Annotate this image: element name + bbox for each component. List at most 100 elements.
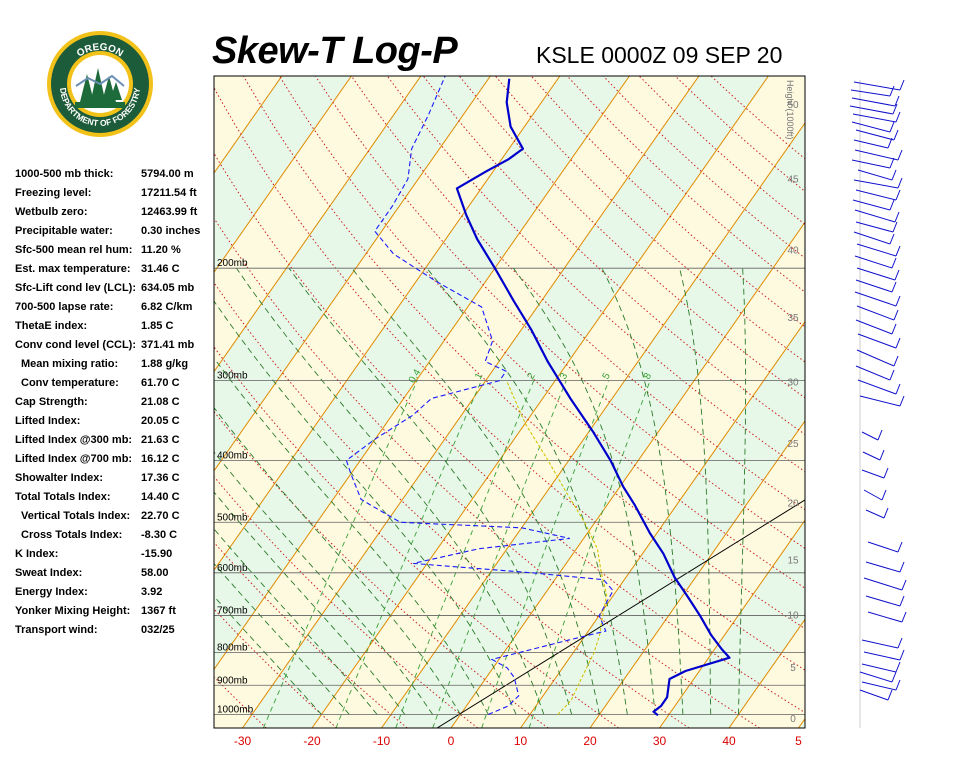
- isotherm-line: [520, 320, 805, 728]
- wind-barb-flag: [895, 245, 901, 257]
- index-row: 1000-500 mb thick: 5794.00 m: [15, 168, 215, 187]
- wind-barb: [861, 469, 885, 479]
- wind-barb-flag: [901, 579, 907, 591]
- reference-line: [436, 499, 805, 728]
- wind-barb-flag: [895, 337, 901, 349]
- dewpoint-line: [345, 76, 614, 716]
- isotherm-line: [214, 76, 630, 671]
- wind-barb-flag: [897, 637, 903, 649]
- index-label: Cross Totals Index:: [21, 529, 123, 541]
- pressure-label: 1000mb: [217, 704, 254, 715]
- index-value: 21.08 C: [141, 396, 180, 408]
- wind-barb-flag: [889, 369, 895, 381]
- index-row: Mean mixing ratio: 1.88 g/kg: [15, 358, 215, 377]
- index-row: Transport wind: 032/25: [15, 624, 215, 643]
- wind-barb-flag: [889, 157, 895, 169]
- height-tick-label: 35: [787, 313, 799, 324]
- index-row: Sweat Index: 58.00: [15, 567, 215, 586]
- wind-barb: [865, 595, 901, 607]
- isotherm-band: [242, 76, 769, 728]
- index-value: 1.88 g/kg: [141, 358, 189, 370]
- wind-barb: [854, 291, 897, 307]
- logo-trees: [75, 68, 125, 108]
- wind-barb: [856, 305, 895, 321]
- index-label: Total Totals Index:: [15, 491, 111, 503]
- pressure-label: 200mb: [217, 258, 248, 269]
- pressure-label: 600mb: [217, 563, 248, 574]
- wind-barb: [853, 81, 901, 91]
- dry-adiabat: [242, 76, 805, 630]
- wind-barb: [853, 139, 889, 149]
- wind-barb-flag: [901, 611, 907, 623]
- isotherm-line: [242, 76, 700, 728]
- wind-barb: [861, 681, 897, 691]
- wind-barb-flag: [891, 671, 897, 683]
- index-label: Lifted Index @700 mb:: [15, 453, 133, 465]
- index-value: 22.70 C: [141, 510, 180, 522]
- isotherm-band: [0, 76, 212, 728]
- x-tick-label: -10: [373, 734, 391, 748]
- plot-grid: 0.4 1 2 3 5 8: [214, 76, 805, 728]
- index-label: Conv cond level (CCL):: [15, 339, 137, 351]
- wind-barb-flag: [895, 189, 901, 201]
- isotherm-line: [659, 519, 805, 728]
- index-row: Freezing level: 17211.54 ft: [15, 187, 215, 206]
- index-row: Conv cond level (CCL): 371.41 mb: [15, 339, 215, 358]
- wind-barb-flag: [894, 211, 900, 223]
- wind-barb: [857, 333, 897, 349]
- wind-barb: [859, 689, 889, 701]
- index-row: Yonker Mixing Height: 1367 ft: [15, 605, 215, 624]
- mixing-ratio-line: [335, 380, 482, 728]
- index-row: Est. max temperature: 31.46 C: [15, 263, 215, 282]
- wind-barb: [855, 189, 897, 201]
- wind-barb-flag: [897, 149, 903, 161]
- wind-barb-flag: [893, 309, 899, 321]
- index-value: 17211.54 ft: [141, 187, 197, 199]
- index-label: Lifted Index:: [15, 415, 81, 427]
- wind-barb-flag: [887, 137, 893, 149]
- index-row: Conv temperature: 61.70 C: [15, 377, 215, 396]
- pressure-label: 500mb: [217, 512, 248, 523]
- index-label: Cap Strength:: [15, 396, 88, 408]
- x-tick-label: 30: [653, 734, 667, 748]
- station-time-label: KSLE 0000Z 09 SEP 20: [536, 42, 783, 68]
- wind-barb-flag: [889, 233, 895, 245]
- isotherm-line: [214, 76, 491, 472]
- moist-adiabat: [214, 407, 461, 715]
- wind-barb: [851, 121, 891, 133]
- profiles: [345, 76, 731, 717]
- index-value: 21.63 C: [141, 434, 180, 446]
- pressure-label: 700mb: [217, 606, 248, 617]
- index-row: Lifted Index @700 mb: 16.12 C: [15, 453, 215, 472]
- index-label: Showalter Index:: [15, 472, 104, 484]
- wind-barb: [863, 577, 903, 591]
- wind-barb-flag: [883, 507, 889, 519]
- wind-barb: [867, 541, 899, 553]
- wind-barb-flag: [887, 689, 893, 701]
- wind-barb: [855, 129, 895, 141]
- logo-top-text: OREGON: [75, 42, 125, 60]
- wind-barb-flag: [892, 221, 898, 233]
- index-value: 634.05 mb: [141, 282, 195, 294]
- height-tick-label: 25: [787, 439, 799, 450]
- x-tick-label: 5: [795, 734, 802, 748]
- wind-barb-flag: [892, 103, 898, 115]
- wind-barb: [851, 159, 891, 169]
- index-value: 17.36 C: [141, 472, 180, 484]
- oregon-forestry-logo: OREGON DEPARTMENT OF FORESTRY: [47, 31, 153, 137]
- wind-barb: [859, 671, 893, 683]
- height-tick-label: 10: [787, 610, 799, 621]
- plot-frame: [213, 75, 806, 729]
- isotherm-band: [798, 718, 805, 728]
- index-value: 11.20 %: [141, 244, 181, 256]
- index-value: 032/25: [141, 624, 175, 636]
- pressure-label: 300mb: [217, 371, 248, 382]
- isotherm-line: [450, 221, 805, 728]
- pressure-label: 900mb: [217, 675, 248, 686]
- moist-adiabat: [214, 491, 406, 715]
- wind-barb: [862, 451, 881, 461]
- wind-barb: [855, 319, 893, 335]
- moist-adiabat: [351, 267, 600, 715]
- moist-adiabat: [236, 267, 545, 715]
